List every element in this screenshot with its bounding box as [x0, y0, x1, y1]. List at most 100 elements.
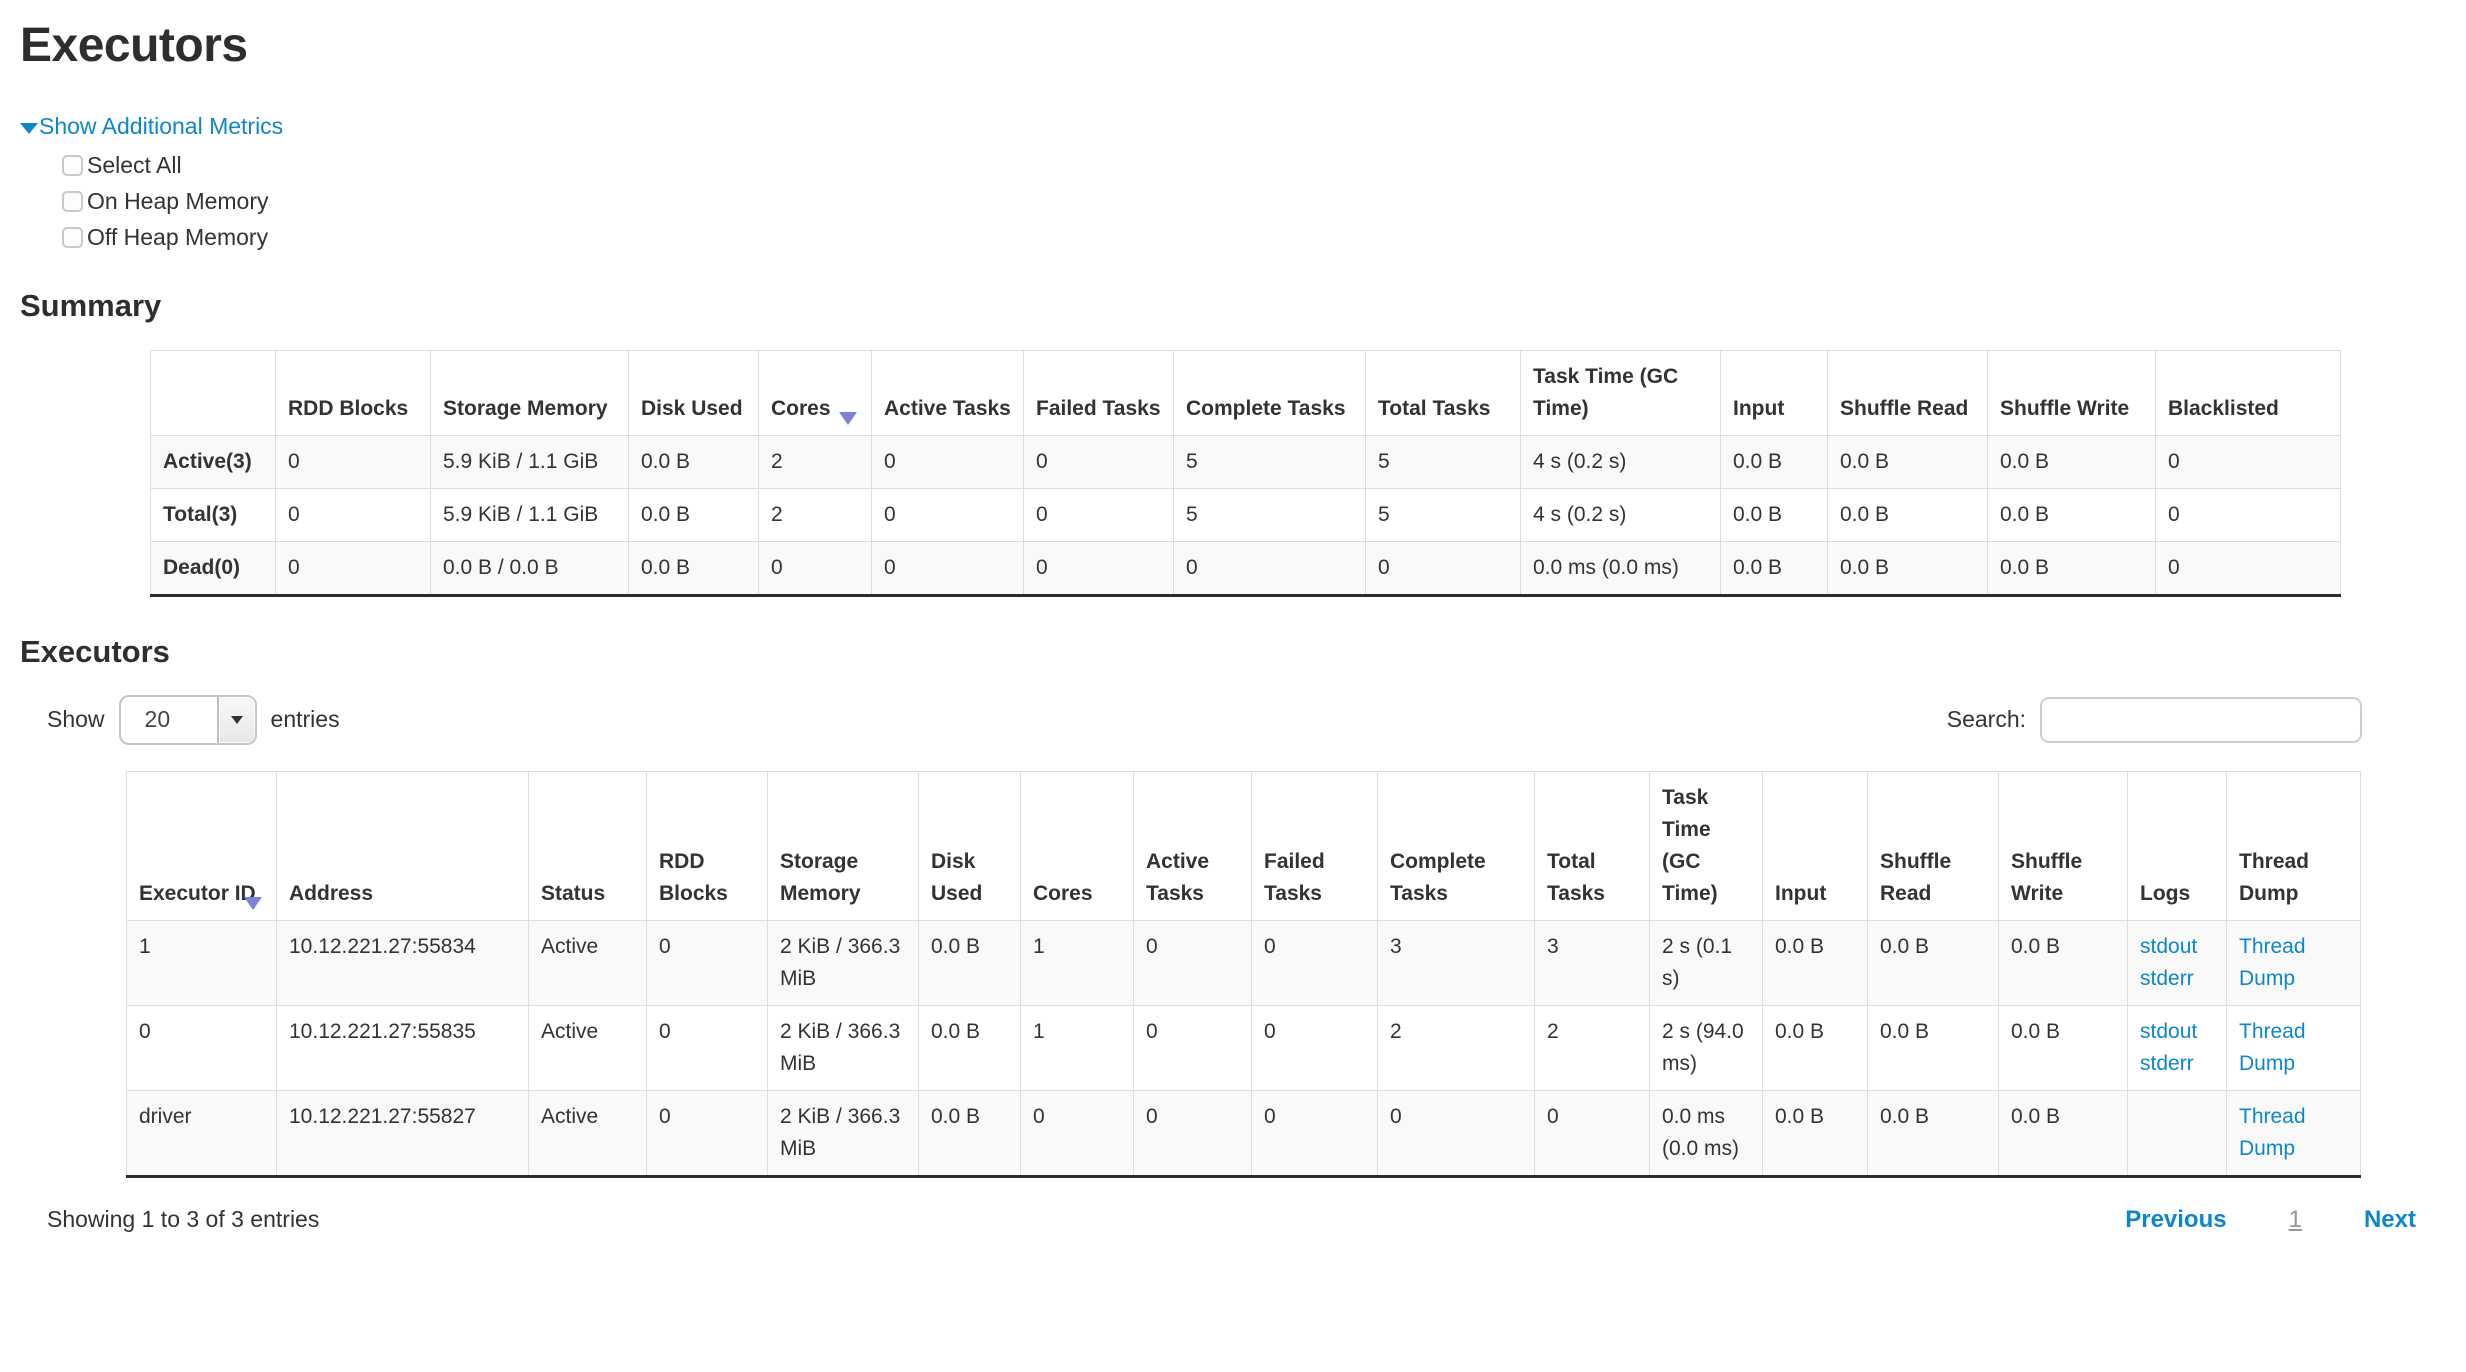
summary-row-label: Total(3) — [150, 488, 276, 543]
executor-row: 0 10.12.221.27:55835 Active 0 2 KiB / 36… — [126, 1004, 2361, 1091]
summary-col-shuffle-read[interactable]: Shuffle Read — [1827, 350, 1988, 437]
stdout-link[interactable]: stdout — [2140, 934, 2198, 958]
sort-descending-icon — [244, 896, 262, 910]
cell-task-time: 2 s (0.1 s) — [1649, 919, 1763, 1006]
thread-dump-link[interactable]: Thread Dump — [2239, 1019, 2306, 1075]
summary-col-disk-used[interactable]: Disk Used — [628, 350, 759, 437]
cell-shuffle-write: 0.0 B — [1987, 435, 2156, 490]
cell-rdd-blocks: 0 — [275, 435, 431, 490]
summary-col-blank[interactable] — [150, 350, 276, 437]
col-active-tasks[interactable]: Active Tasks — [1133, 770, 1252, 921]
metric-label: Select All — [87, 152, 182, 179]
col-disk-used[interactable]: Disk Used — [918, 770, 1021, 921]
stderr-link[interactable]: stderr — [2140, 966, 2194, 990]
cell-complete-tasks: 0 — [1377, 1089, 1535, 1178]
cell-cores: 1 — [1020, 1004, 1134, 1091]
cell-cores: 0 — [758, 541, 872, 598]
col-cores[interactable]: Cores — [1020, 770, 1134, 921]
cell-executor-id: driver — [126, 1089, 277, 1178]
col-thread-dump[interactable]: Thread Dump — [2226, 770, 2361, 921]
thread-dump-link[interactable]: Thread Dump — [2239, 1104, 2306, 1160]
cell-task-time: 4 s (0.2 s) — [1520, 488, 1721, 543]
summary-col-active-tasks[interactable]: Active Tasks — [871, 350, 1024, 437]
col-executor-id[interactable]: Executor ID — [126, 770, 277, 921]
col-task-time[interactable]: Task Time (GC Time) — [1649, 770, 1763, 921]
next-page-button[interactable]: Next — [2363, 1205, 2416, 1233]
metric-label: Off Heap Memory — [87, 224, 269, 251]
col-total-tasks[interactable]: Total Tasks — [1534, 770, 1650, 921]
metric-option-off-heap[interactable]: Off Heap Memory — [62, 224, 2466, 251]
on-heap-memory-checkbox[interactable] — [62, 191, 83, 213]
thread-dump-link[interactable]: Thread Dump — [2239, 934, 2306, 990]
search-control: Search: — [1947, 696, 2362, 743]
table-info: Showing 1 to 3 of 3 entries — [47, 1206, 320, 1233]
cell-failed-tasks: 0 — [1251, 1089, 1378, 1178]
col-storage-memory[interactable]: Storage Memory — [767, 770, 919, 921]
col-complete-tasks[interactable]: Complete Tasks — [1377, 770, 1535, 921]
cell-disk-used: 0.0 B — [918, 1089, 1021, 1178]
cell-cores: 1 — [1020, 919, 1134, 1006]
cell-cores: 2 — [758, 435, 872, 490]
summary-col-cores[interactable]: Cores — [758, 350, 872, 437]
cell-complete-tasks: 2 — [1377, 1004, 1535, 1091]
col-failed-tasks[interactable]: Failed Tasks — [1251, 770, 1378, 921]
col-logs[interactable]: Logs — [2127, 770, 2227, 921]
summary-col-complete-tasks[interactable]: Complete Tasks — [1173, 350, 1366, 437]
cell-disk-used: 0.0 B — [628, 488, 759, 543]
cell-total-tasks: 5 — [1365, 488, 1521, 543]
show-label: Show — [47, 706, 105, 733]
col-shuffle-read[interactable]: Shuffle Read — [1867, 770, 1999, 921]
metric-option-on-heap[interactable]: On Heap Memory — [62, 188, 2466, 215]
cell-active-tasks: 0 — [1133, 1004, 1252, 1091]
col-rdd-blocks[interactable]: RDD Blocks — [646, 770, 768, 921]
cell-thread-dump: Thread Dump — [2226, 919, 2361, 1006]
select-dropdown-button — [216, 696, 255, 743]
cell-active-tasks: 0 — [1133, 1089, 1252, 1178]
cell-storage-memory: 2 KiB / 366.3 MiB — [767, 1089, 919, 1178]
cell-complete-tasks: 5 — [1173, 488, 1366, 543]
search-input[interactable] — [2040, 696, 2362, 743]
col-shuffle-write[interactable]: Shuffle Write — [1998, 770, 2128, 921]
cell-cores: 0 — [1020, 1089, 1134, 1178]
summary-table: RDD Blocks Storage Memory Disk Used Core… — [150, 350, 2341, 598]
executor-row: 1 10.12.221.27:55834 Active 0 2 KiB / 36… — [126, 919, 2361, 1006]
cell-failed-tasks: 0 — [1023, 435, 1174, 490]
cell-active-tasks: 0 — [871, 541, 1024, 598]
cell-shuffle-read: 0.0 B — [1827, 541, 1988, 598]
summary-col-shuffle-write[interactable]: Shuffle Write — [1987, 350, 2156, 437]
pagination: Previous 1 Next — [2125, 1206, 2416, 1234]
stdout-link[interactable]: stdout — [2140, 1019, 2198, 1043]
executor-row: driver 10.12.221.27:55827 Active 0 2 KiB… — [126, 1089, 2361, 1178]
summary-col-rdd-blocks[interactable]: RDD Blocks — [275, 350, 431, 437]
cell-failed-tasks: 0 — [1251, 919, 1378, 1006]
cell-failed-tasks: 0 — [1251, 1004, 1378, 1091]
metric-option-select-all[interactable]: Select All — [62, 152, 2466, 179]
cell-task-time: 0.0 ms (0.0 ms) — [1520, 541, 1721, 598]
cell-failed-tasks: 0 — [1023, 488, 1174, 543]
table-controls: Show 20 entries Search: — [47, 694, 2362, 745]
summary-col-blacklisted[interactable]: Blacklisted — [2155, 350, 2341, 437]
previous-page-button[interactable]: Previous — [2125, 1205, 2227, 1233]
cell-input: 0.0 B — [1762, 1004, 1868, 1091]
current-page-button[interactable]: 1 — [2288, 1205, 2302, 1233]
stderr-link[interactable]: stderr — [2140, 1051, 2194, 1075]
cell-blacklisted: 0 — [2155, 541, 2341, 598]
summary-col-total-tasks[interactable]: Total Tasks — [1365, 350, 1521, 437]
summary-col-task-time[interactable]: Task Time (GC Time) — [1520, 350, 1721, 437]
page-size-select[interactable]: 20 — [118, 694, 257, 745]
cell-shuffle-read: 0.0 B — [1827, 435, 1988, 490]
summary-col-input[interactable]: Input — [1720, 350, 1828, 437]
summary-col-storage-memory[interactable]: Storage Memory — [430, 350, 629, 437]
cell-storage-memory: 5.9 KiB / 1.1 GiB — [430, 435, 629, 490]
metrics-options: Select All On Heap Memory Off Heap Memor… — [62, 152, 2466, 251]
col-address[interactable]: Address — [276, 770, 529, 921]
cell-active-tasks: 0 — [871, 488, 1024, 543]
cell-shuffle-read: 0.0 B — [1867, 919, 1999, 1006]
col-input[interactable]: Input — [1762, 770, 1868, 921]
show-additional-metrics-link[interactable]: Show Additional Metrics — [20, 113, 283, 140]
summary-col-failed-tasks[interactable]: Failed Tasks — [1023, 350, 1174, 437]
col-status[interactable]: Status — [528, 770, 647, 921]
select-all-checkbox[interactable] — [62, 155, 83, 177]
off-heap-memory-checkbox[interactable] — [62, 227, 83, 249]
cell-active-tasks: 0 — [871, 435, 1024, 490]
